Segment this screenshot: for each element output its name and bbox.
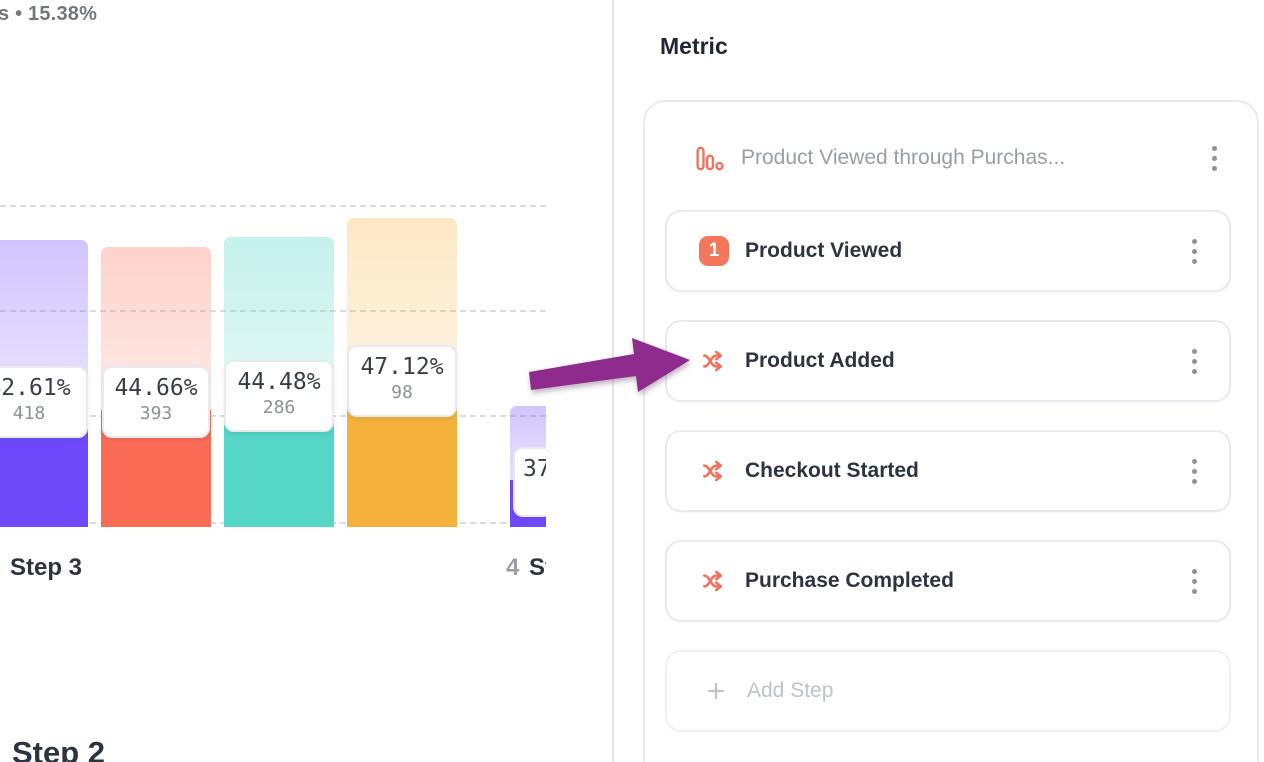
step-row-product-viewed[interactable]: 1 Product Viewed [665,210,1231,292]
gridline [0,310,546,312]
add-step-button[interactable]: Add Step [665,650,1231,732]
axis-group-number: 4 [506,554,520,581]
bar-value-label: 37 [513,447,546,517]
step-number-badge: 1 [699,236,729,266]
metric-panel: Metric Product Viewed through Purchas...… [614,0,1264,762]
axis-group-label: Step 4 [529,554,546,581]
bar-value-label: 44.48% 286 [224,360,334,432]
panel-heading: Metric [660,33,728,59]
metric-card: Product Viewed through Purchas... 1 Prod… [643,100,1259,762]
gridline [0,205,546,207]
funnel-steps-list: 1 Product Viewed Product Added [665,210,1231,732]
plus-icon [701,679,731,703]
kebab-menu-icon[interactable] [1188,565,1201,598]
kebab-menu-icon[interactable] [1208,142,1221,175]
step-row-checkout-started[interactable]: Checkout Started [665,430,1231,512]
section-heading-step2: Step 2 [12,735,106,762]
kebab-menu-icon[interactable] [1188,455,1201,488]
shuffle-icon [699,568,729,594]
bar-value-label: 47.12% 98 [347,345,457,417]
funnel-chart-area: s • 15.38% 42 [0,0,612,762]
step-row-purchase-completed[interactable]: Purchase Completed [665,540,1231,622]
bar-value-label: 42.61% 418 [0,366,88,438]
kebab-menu-icon[interactable] [1188,345,1201,378]
funnel-metric-icon [695,145,725,172]
axis-group-label: Step 3 [10,554,83,581]
metric-card-header[interactable]: Product Viewed through Purchas... [645,102,1257,210]
funnel-plot: 42.61% 418 44.66% 393 44.48% 286 47.12% … [0,190,546,602]
conversion-summary-text: s • 15.38% [0,3,98,25]
metric-title[interactable]: Product Viewed through Purchas... [741,146,1066,169]
bar-value-label: 44.66% 393 [102,366,210,438]
kebab-menu-icon[interactable] [1188,235,1201,268]
step-row-product-added[interactable]: Product Added [665,320,1231,402]
shuffle-icon [699,458,729,484]
shuffle-icon [699,348,729,374]
